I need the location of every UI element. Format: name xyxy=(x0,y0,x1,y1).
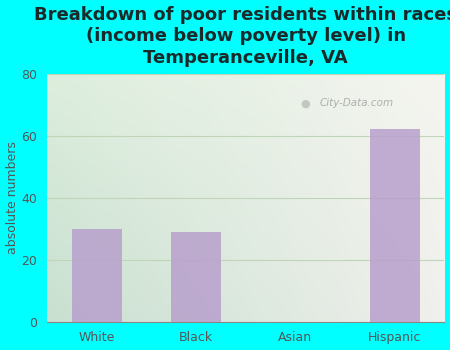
Text: City-Data.com: City-Data.com xyxy=(320,98,394,108)
Bar xyxy=(72,229,122,322)
Bar xyxy=(370,130,419,322)
Y-axis label: absolute numbers: absolute numbers xyxy=(5,141,18,254)
Bar xyxy=(171,232,221,322)
Text: ●: ● xyxy=(301,98,310,108)
Title: Breakdown of poor residents within races
(income below poverty level) in
Tempera: Breakdown of poor residents within races… xyxy=(34,6,450,66)
